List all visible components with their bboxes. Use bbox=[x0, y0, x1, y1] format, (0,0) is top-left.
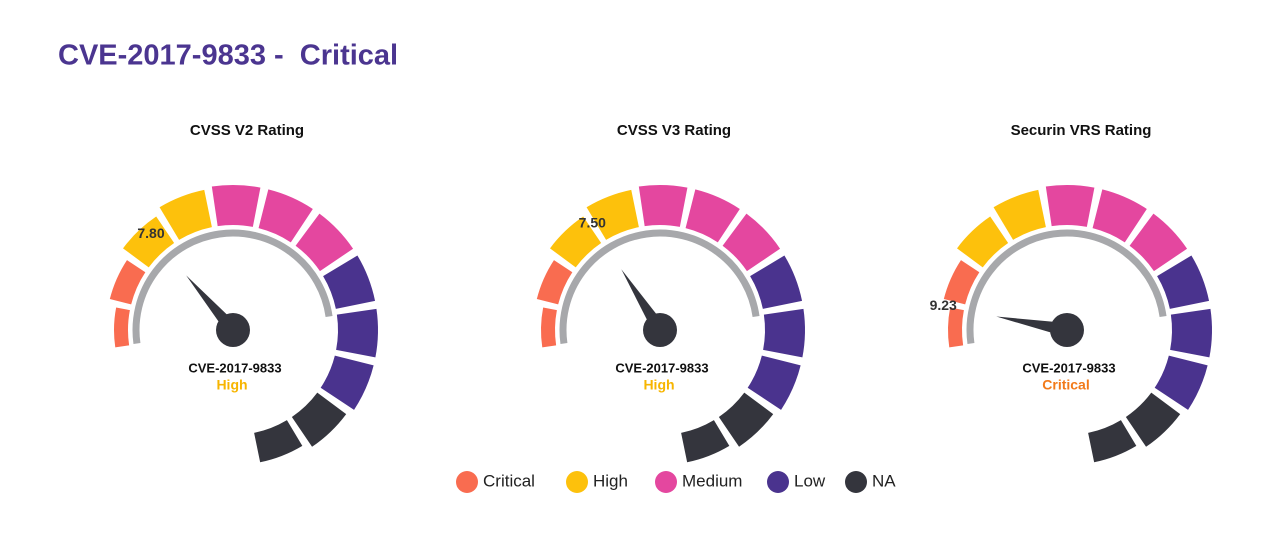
gauge-segment bbox=[320, 355, 374, 410]
gauge-value-label: 9.23 bbox=[930, 297, 957, 313]
gauge-segment bbox=[1154, 355, 1208, 410]
legend-label: Low bbox=[794, 471, 826, 490]
gauge-value-label: 7.80 bbox=[137, 225, 164, 241]
gauge-segment bbox=[211, 185, 261, 227]
gauge-segment bbox=[1092, 189, 1147, 243]
gauge-segment bbox=[763, 308, 805, 358]
gauge-inner-arc bbox=[132, 229, 333, 344]
gauge-severity: High bbox=[643, 377, 674, 393]
gauge-cve: CVE-2017-9833 bbox=[615, 360, 708, 375]
gauge-segment bbox=[109, 260, 146, 305]
legend-swatch bbox=[456, 471, 478, 493]
needle-hub bbox=[1050, 313, 1084, 347]
legend-label: Critical bbox=[483, 471, 535, 490]
gauge-title: CVSS V2 Rating bbox=[190, 122, 304, 139]
gauge-segment bbox=[718, 392, 774, 447]
gauge-segment bbox=[957, 216, 1009, 268]
gauge-segment bbox=[291, 392, 347, 447]
gauge-segment bbox=[722, 213, 781, 272]
gauge-segment bbox=[1170, 308, 1212, 358]
gauge-cve: CVE-2017-9833 bbox=[1022, 360, 1115, 375]
legend-label: Medium bbox=[682, 471, 742, 490]
gauge-segment bbox=[1088, 420, 1137, 463]
gauge-segment bbox=[123, 216, 175, 268]
gauge-segment bbox=[993, 189, 1046, 240]
gauge-segment bbox=[638, 185, 688, 227]
gauge-segment bbox=[536, 260, 573, 305]
gauge-segment bbox=[747, 355, 801, 410]
gauge-segment bbox=[681, 420, 730, 463]
gauge-segment bbox=[685, 189, 740, 243]
gauge-severity: Critical bbox=[1042, 377, 1089, 393]
legend-label: High bbox=[593, 471, 628, 490]
gauge-value-label: 7.50 bbox=[579, 214, 606, 230]
needle-hub bbox=[216, 313, 250, 347]
gauge-segment bbox=[336, 308, 378, 358]
gauge-segment bbox=[254, 420, 303, 463]
gauge-segment bbox=[1157, 255, 1210, 309]
gauge-segment bbox=[943, 260, 980, 305]
gauge-segment bbox=[550, 216, 602, 268]
page-title: CVE-2017-9833 - Critical bbox=[58, 40, 398, 72]
gauge-severity: High bbox=[216, 377, 247, 393]
gauge-segment bbox=[159, 189, 212, 240]
gauge-segment bbox=[258, 189, 313, 243]
legend-label: NA bbox=[872, 471, 896, 490]
legend-swatch bbox=[767, 471, 789, 493]
gauge-title: CVSS V3 Rating bbox=[617, 122, 731, 139]
gauge-segment bbox=[948, 307, 964, 348]
needle-hub bbox=[643, 313, 677, 347]
gauge-segment bbox=[114, 307, 130, 348]
gauge-segment bbox=[1129, 213, 1188, 272]
legend-swatch bbox=[845, 471, 867, 493]
gauge-segment bbox=[295, 213, 354, 272]
gauge-segment bbox=[323, 255, 376, 309]
gauge-title: Securin VRS Rating bbox=[1011, 122, 1152, 139]
gauge-segment bbox=[541, 307, 557, 348]
gauge-segment bbox=[1045, 185, 1095, 227]
gauge-inner-arc bbox=[559, 229, 760, 344]
legend-swatch bbox=[655, 471, 677, 493]
gauge-segment bbox=[1125, 392, 1181, 447]
gauge-segment bbox=[750, 255, 803, 309]
gauge-cve: CVE-2017-9833 bbox=[188, 360, 281, 375]
legend-swatch bbox=[566, 471, 588, 493]
gauge-segment bbox=[586, 189, 639, 240]
gauge-inner-arc bbox=[966, 229, 1167, 344]
